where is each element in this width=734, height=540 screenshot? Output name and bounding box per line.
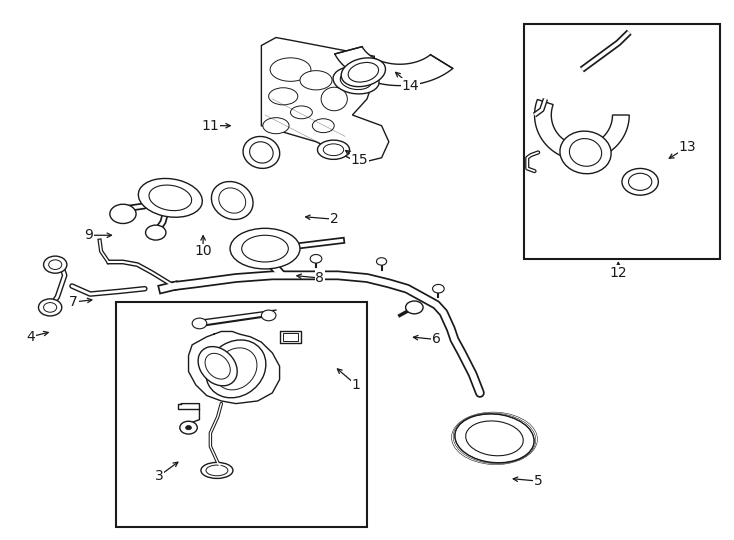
Text: 3: 3: [155, 469, 164, 483]
Ellipse shape: [313, 119, 334, 133]
Circle shape: [38, 299, 62, 316]
Text: 4: 4: [26, 330, 34, 344]
Ellipse shape: [291, 106, 313, 119]
Text: 9: 9: [84, 228, 93, 242]
Circle shape: [628, 173, 652, 191]
Ellipse shape: [333, 66, 379, 94]
Circle shape: [43, 302, 57, 312]
Text: 5: 5: [534, 474, 542, 488]
Circle shape: [180, 421, 197, 434]
Bar: [283, 333, 298, 341]
Ellipse shape: [243, 137, 280, 168]
Polygon shape: [534, 99, 629, 160]
Ellipse shape: [201, 462, 233, 478]
Text: 7: 7: [69, 295, 78, 309]
Ellipse shape: [270, 58, 311, 82]
Circle shape: [43, 256, 67, 273]
Ellipse shape: [241, 235, 288, 262]
Circle shape: [377, 258, 387, 265]
Text: 6: 6: [432, 333, 440, 347]
Ellipse shape: [341, 71, 372, 90]
Text: 15: 15: [351, 153, 368, 167]
Ellipse shape: [211, 181, 253, 219]
Ellipse shape: [198, 347, 237, 386]
Ellipse shape: [205, 353, 230, 379]
Ellipse shape: [230, 228, 300, 269]
Ellipse shape: [263, 118, 289, 134]
Text: 2: 2: [330, 212, 338, 226]
Circle shape: [186, 426, 192, 430]
Bar: [280, 331, 301, 343]
Ellipse shape: [206, 465, 228, 476]
Ellipse shape: [138, 178, 203, 217]
Ellipse shape: [300, 71, 332, 90]
Circle shape: [310, 254, 321, 263]
Ellipse shape: [465, 421, 523, 456]
Circle shape: [110, 204, 136, 224]
Circle shape: [48, 260, 62, 269]
Ellipse shape: [348, 63, 379, 82]
Text: 12: 12: [609, 266, 627, 280]
Ellipse shape: [570, 139, 602, 166]
Polygon shape: [261, 37, 389, 163]
Text: 8: 8: [315, 271, 324, 285]
Circle shape: [406, 301, 423, 314]
Ellipse shape: [321, 87, 347, 111]
Circle shape: [432, 285, 444, 293]
Ellipse shape: [219, 188, 246, 213]
Ellipse shape: [250, 142, 273, 163]
Ellipse shape: [206, 340, 266, 398]
Ellipse shape: [215, 348, 257, 390]
Ellipse shape: [323, 144, 344, 156]
Text: 14: 14: [402, 79, 420, 93]
Ellipse shape: [341, 58, 385, 86]
Circle shape: [261, 310, 276, 321]
Polygon shape: [335, 46, 453, 86]
Text: 1: 1: [352, 378, 360, 392]
Bar: [116, 302, 367, 526]
Circle shape: [145, 225, 166, 240]
Ellipse shape: [269, 88, 298, 105]
Bar: [523, 24, 720, 259]
Ellipse shape: [560, 131, 611, 174]
Text: 10: 10: [195, 244, 212, 258]
Circle shape: [192, 318, 207, 329]
Text: 11: 11: [202, 119, 219, 133]
Ellipse shape: [455, 414, 534, 463]
Text: 13: 13: [679, 140, 697, 154]
Ellipse shape: [318, 140, 349, 159]
Ellipse shape: [149, 185, 192, 211]
Circle shape: [622, 168, 658, 195]
